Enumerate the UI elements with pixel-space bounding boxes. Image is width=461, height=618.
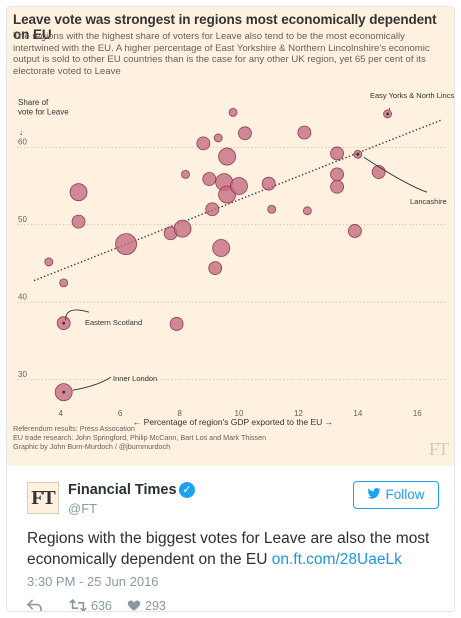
data-point (267, 204, 277, 214)
data-point (302, 206, 312, 216)
x-tick-label: 10 (235, 409, 244, 418)
chart-subtitle: The regions with the highest share of vo… (13, 31, 430, 77)
y-axis-label: vote for Leave (18, 108, 69, 117)
y-tick-label: 50 (18, 215, 27, 224)
retweet-button[interactable]: 636 (69, 598, 112, 612)
like-count: 293 (145, 598, 166, 612)
trend-line (33, 119, 442, 282)
data-point (181, 169, 190, 179)
y-tick-label: 40 (18, 292, 27, 301)
data-point (261, 176, 276, 191)
x-tick-label: 12 (294, 409, 303, 418)
tweet-link[interactable]: on.ft.com/28UaeLk (271, 551, 402, 568)
data-point (205, 202, 220, 217)
data-point (330, 179, 344, 194)
y-axis-label: Share of (18, 98, 49, 107)
annotation-leader (363, 156, 428, 193)
data-point (330, 167, 344, 182)
data-point (212, 239, 231, 257)
reply-icon (26, 599, 42, 611)
y-tick-label: 60 (18, 137, 27, 146)
retweet-count: 636 (91, 598, 112, 612)
annotation-label: Lancashire (410, 197, 447, 206)
footer-line: Graphic by John Burn-Murdoch / @jburnmur… (13, 441, 171, 451)
tweet-timestamp[interactable]: 3:30 PM - 25 Jun 2016 (27, 574, 159, 589)
annotation-leader (72, 376, 112, 391)
tweet-text: Regions with the biggest votes for Leave… (27, 528, 437, 570)
y-tick-label: 30 (18, 370, 27, 379)
account-handle[interactable]: @FT (68, 501, 98, 516)
footer-line: Referendum results: Press Assocation (13, 424, 135, 433)
footer-line: EU trade research: John Springford, Phil… (13, 432, 267, 442)
tweet-card: Leave vote was strongest in regions most… (6, 6, 455, 612)
data-point (371, 165, 386, 179)
y-axis-arrow: ↓ (19, 128, 23, 137)
x-axis-label: ← Percentage of region's GDP exported to… (133, 417, 333, 427)
data-point (202, 172, 217, 186)
data-point (173, 219, 192, 238)
like-button[interactable]: 293 (127, 598, 166, 612)
follow-label: Follow (385, 487, 425, 502)
x-tick-label: 6 (118, 409, 123, 418)
annotation-label: Inner London (113, 374, 157, 383)
data-point (115, 233, 137, 256)
data-point (228, 107, 238, 117)
chart-footer: Referendum results: Press Assocation EU … (13, 424, 373, 451)
annotation-dot (386, 112, 389, 116)
annotation-dot (62, 321, 66, 325)
x-tick-label: 16 (413, 409, 422, 418)
annotation-leader (65, 309, 90, 321)
annotation-label: Eastern Scotland (85, 318, 142, 327)
reply-button[interactable] (26, 598, 42, 611)
annotation-dot (356, 152, 360, 156)
heart-icon (127, 600, 141, 611)
bird-icon (367, 483, 382, 509)
data-point (230, 177, 248, 195)
x-tick-label: 14 (353, 409, 362, 418)
data-point (213, 133, 223, 143)
data-point (238, 126, 252, 141)
data-point (330, 146, 344, 161)
x-tick-label: 4 (58, 409, 63, 418)
data-point (44, 257, 54, 267)
data-point (59, 278, 69, 288)
data-point (297, 125, 312, 140)
ft-watermark: FT (428, 439, 449, 459)
data-point (218, 147, 237, 166)
follow-button[interactable]: Follow (353, 481, 439, 509)
data-point (71, 214, 86, 229)
ft-avatar[interactable]: FT (27, 482, 59, 514)
annotation-dot (62, 390, 66, 394)
data-point (196, 136, 211, 151)
data-point (169, 317, 184, 331)
retweet-icon (69, 599, 87, 611)
annotation-label: Easy Yorks & North Lincs (370, 91, 454, 100)
tweet-body: FT Financial Times ✓ @FT Follow Regions … (7, 466, 454, 612)
data-point (69, 183, 88, 202)
tweet-text-body: Regions with the biggest votes for Leave… (27, 530, 430, 568)
chart-panel: Leave vote was strongest in regions most… (7, 7, 454, 466)
x-tick-label: 8 (177, 409, 182, 418)
account-name[interactable]: Financial Times (68, 482, 177, 498)
chart-title: Leave vote was strongest in regions most… (13, 12, 437, 42)
verified-badge-icon: ✓ (179, 482, 195, 498)
data-point (347, 224, 362, 238)
data-point (208, 261, 223, 276)
